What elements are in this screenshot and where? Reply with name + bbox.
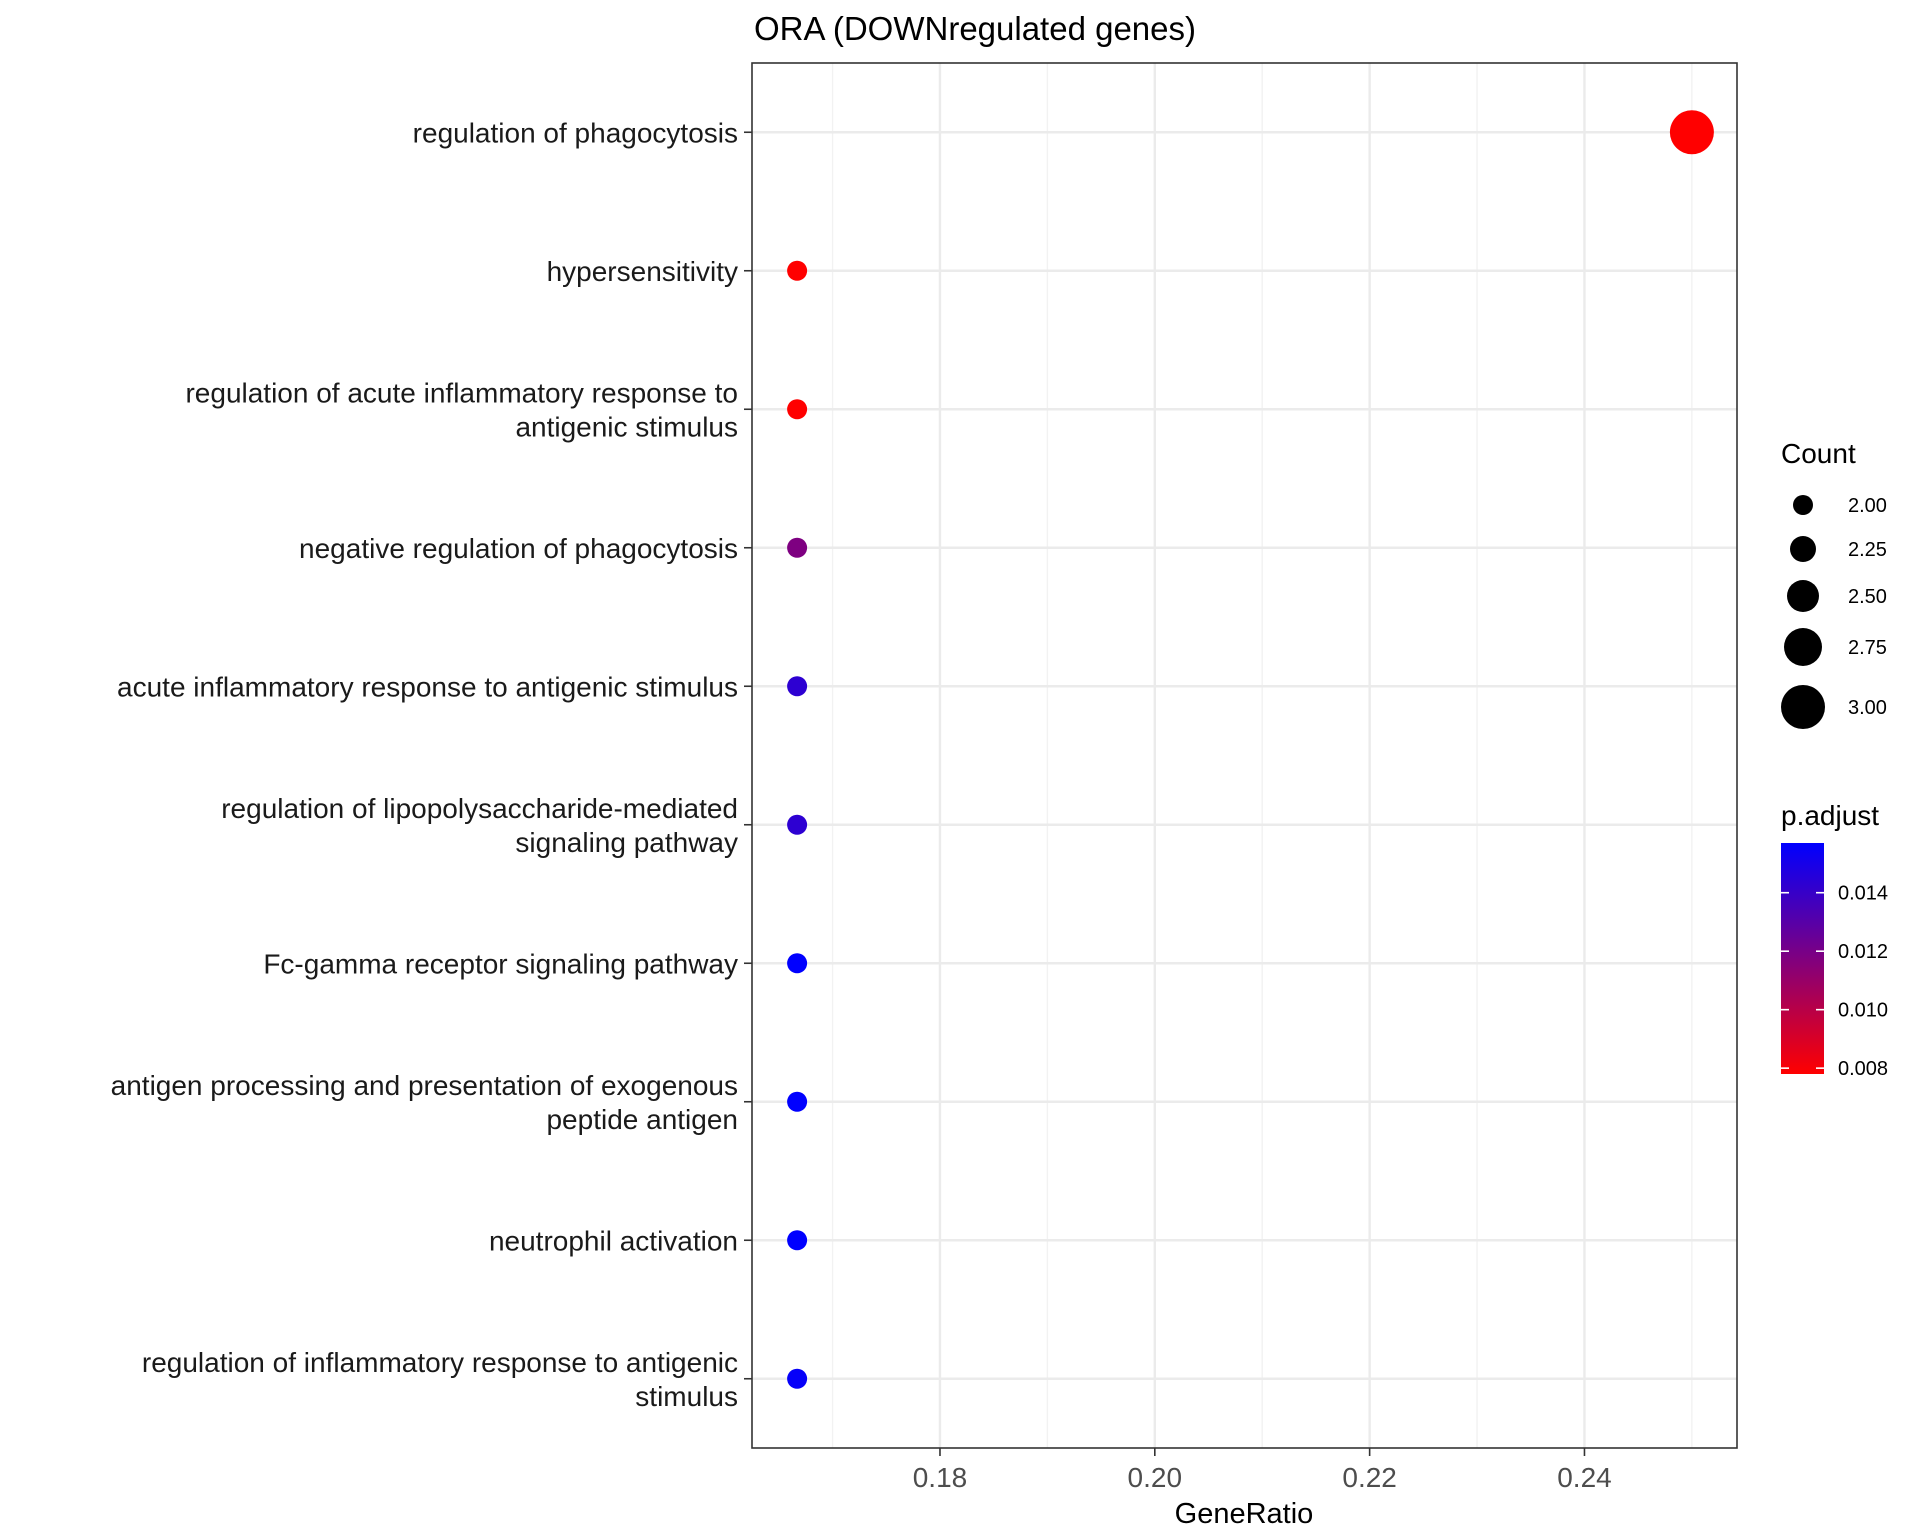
category-label: negative regulation of phagocytosis: [299, 533, 738, 564]
data-point: [787, 814, 808, 835]
chart-title: ORA (DOWNregulated genes): [754, 10, 1196, 47]
category-label: regulation of inflammatory response to a…: [142, 1347, 738, 1378]
x-tick-label: 0.18: [913, 1462, 968, 1493]
x-tick-label: 0.24: [1557, 1462, 1612, 1493]
count-legend-key: [1790, 536, 1816, 562]
y-axis-labels: regulation of phagocytosis hypersensitivi…: [111, 117, 752, 1412]
category-label: stimulus: [635, 1381, 738, 1412]
category-label: neutrophil activation: [489, 1225, 738, 1256]
data-point: [787, 1368, 808, 1389]
category-label: hypersensitivity: [547, 256, 738, 287]
data-point: [787, 953, 808, 974]
padjust-legend-label: 0.008: [1838, 1058, 1888, 1080]
count-legend-key: [1784, 628, 1822, 666]
data-point: [787, 260, 808, 281]
padjust-legend-label: 0.012: [1838, 941, 1888, 963]
data-point: [787, 676, 808, 697]
padjust-legend-title: p.adjust: [1781, 800, 1879, 831]
count-legend-key: [1781, 685, 1825, 729]
data-point: [787, 1091, 808, 1112]
data-points: [787, 110, 1714, 1389]
count-legend-title: Count: [1781, 438, 1856, 469]
category-label: regulation of lipopolysaccharide-mediate…: [221, 793, 738, 824]
count-legend-key: [1793, 495, 1813, 515]
count-legend-label: 3.00: [1848, 697, 1887, 719]
data-point: [787, 1230, 808, 1251]
category-label: antigenic stimulus: [515, 411, 738, 442]
x-axis-title: GeneRatio: [1175, 1498, 1314, 1530]
category-label: acute inflammatory response to antigenic…: [117, 671, 738, 702]
padjust-legend-label: 0.010: [1838, 1000, 1888, 1022]
category-label: regulation of phagocytosis: [413, 117, 738, 148]
panel-border: [751, 62, 1738, 1449]
category-label: regulation of acute inflammatory respons…: [185, 377, 738, 408]
padjust-colorbar: [1781, 843, 1824, 1074]
count-legend-label: 2.00: [1848, 495, 1887, 517]
x-tick-label: 0.20: [1128, 1462, 1183, 1493]
data-point: [787, 399, 808, 420]
count-legend-label: 2.25: [1848, 539, 1887, 561]
count-legend: Count 2.00 2.25 2.50 2.75 3.00: [1781, 438, 1887, 729]
count-legend-label: 2.75: [1848, 637, 1887, 659]
data-point: [1669, 110, 1714, 155]
category-label: peptide antigen: [546, 1104, 738, 1135]
category-label: antigen processing and presentation of e…: [111, 1070, 738, 1101]
grid-lines: [752, 63, 1737, 1448]
category-label: Fc-gamma receptor signaling pathway: [263, 948, 738, 979]
plot-panel: [752, 63, 1737, 1448]
count-legend-key: [1787, 580, 1819, 612]
x-axis: 0.18 0.20 0.22 0.24: [913, 1448, 1612, 1493]
count-legend-label: 2.50: [1848, 586, 1887, 608]
x-tick-label: 0.22: [1342, 1462, 1397, 1493]
padjust-legend-label: 0.014: [1838, 883, 1888, 905]
data-point: [787, 537, 808, 558]
category-label: signaling pathway: [515, 827, 738, 858]
padjust-legend: p.adjust 0.008 0.010 0.012 0.014: [1781, 800, 1888, 1080]
